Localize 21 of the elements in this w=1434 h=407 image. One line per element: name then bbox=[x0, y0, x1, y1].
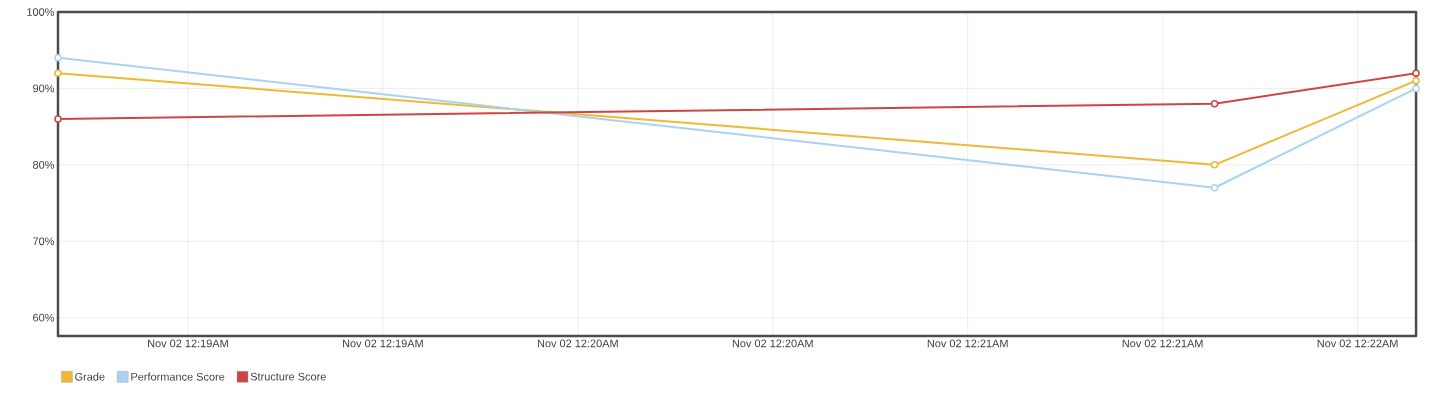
x-tick-label: Nov 02 12:19AM bbox=[342, 339, 423, 348]
legend-label: Structure Score bbox=[250, 372, 326, 381]
y-tick-label: 100% bbox=[27, 8, 55, 16]
y-tick-label: 80% bbox=[33, 160, 55, 169]
x-tick-label: Nov 02 12:21AM bbox=[927, 339, 1008, 348]
point bbox=[1412, 77, 1420, 85]
legend-label: Performance Score bbox=[131, 372, 225, 381]
point bbox=[1412, 84, 1420, 93]
y-tick-label: 60% bbox=[33, 313, 55, 322]
x-tick-label: Nov 02 12:19AM bbox=[148, 339, 228, 348]
y-tick-label: 70% bbox=[33, 237, 55, 246]
y-tick-label: 90% bbox=[33, 84, 55, 93]
point bbox=[54, 115, 62, 123]
x-tick-label: Nov 02 12:22AM bbox=[1317, 339, 1398, 348]
x-tick-label: Nov 02 12:21AM bbox=[1122, 339, 1203, 348]
x-tick-label: Nov 02 12:20AM bbox=[732, 339, 813, 348]
legend-label: Grade bbox=[75, 372, 105, 381]
point bbox=[1412, 69, 1420, 77]
point bbox=[54, 69, 62, 77]
x-tick-label: Nov 02 12:20AM bbox=[537, 339, 618, 348]
point bbox=[54, 54, 62, 62]
